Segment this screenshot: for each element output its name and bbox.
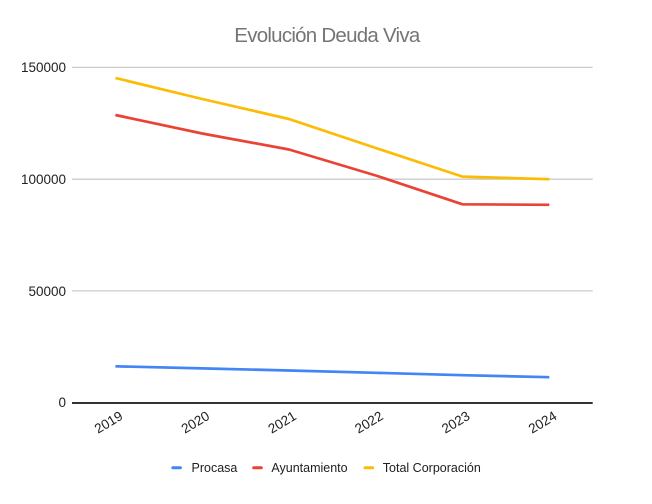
svg-text:Evolución Deuda Viva: Evolución Deuda Viva: [234, 24, 421, 47]
svg-text:Total Corporación: Total Corporación: [383, 461, 481, 475]
svg-text:0: 0: [58, 395, 66, 410]
svg-text:100000: 100000: [21, 172, 66, 187]
svg-text:150000: 150000: [21, 60, 66, 75]
svg-text:Ayuntamiento: Ayuntamiento: [271, 461, 347, 475]
svg-text:Procasa: Procasa: [192, 461, 238, 475]
svg-text:50000: 50000: [28, 284, 66, 299]
